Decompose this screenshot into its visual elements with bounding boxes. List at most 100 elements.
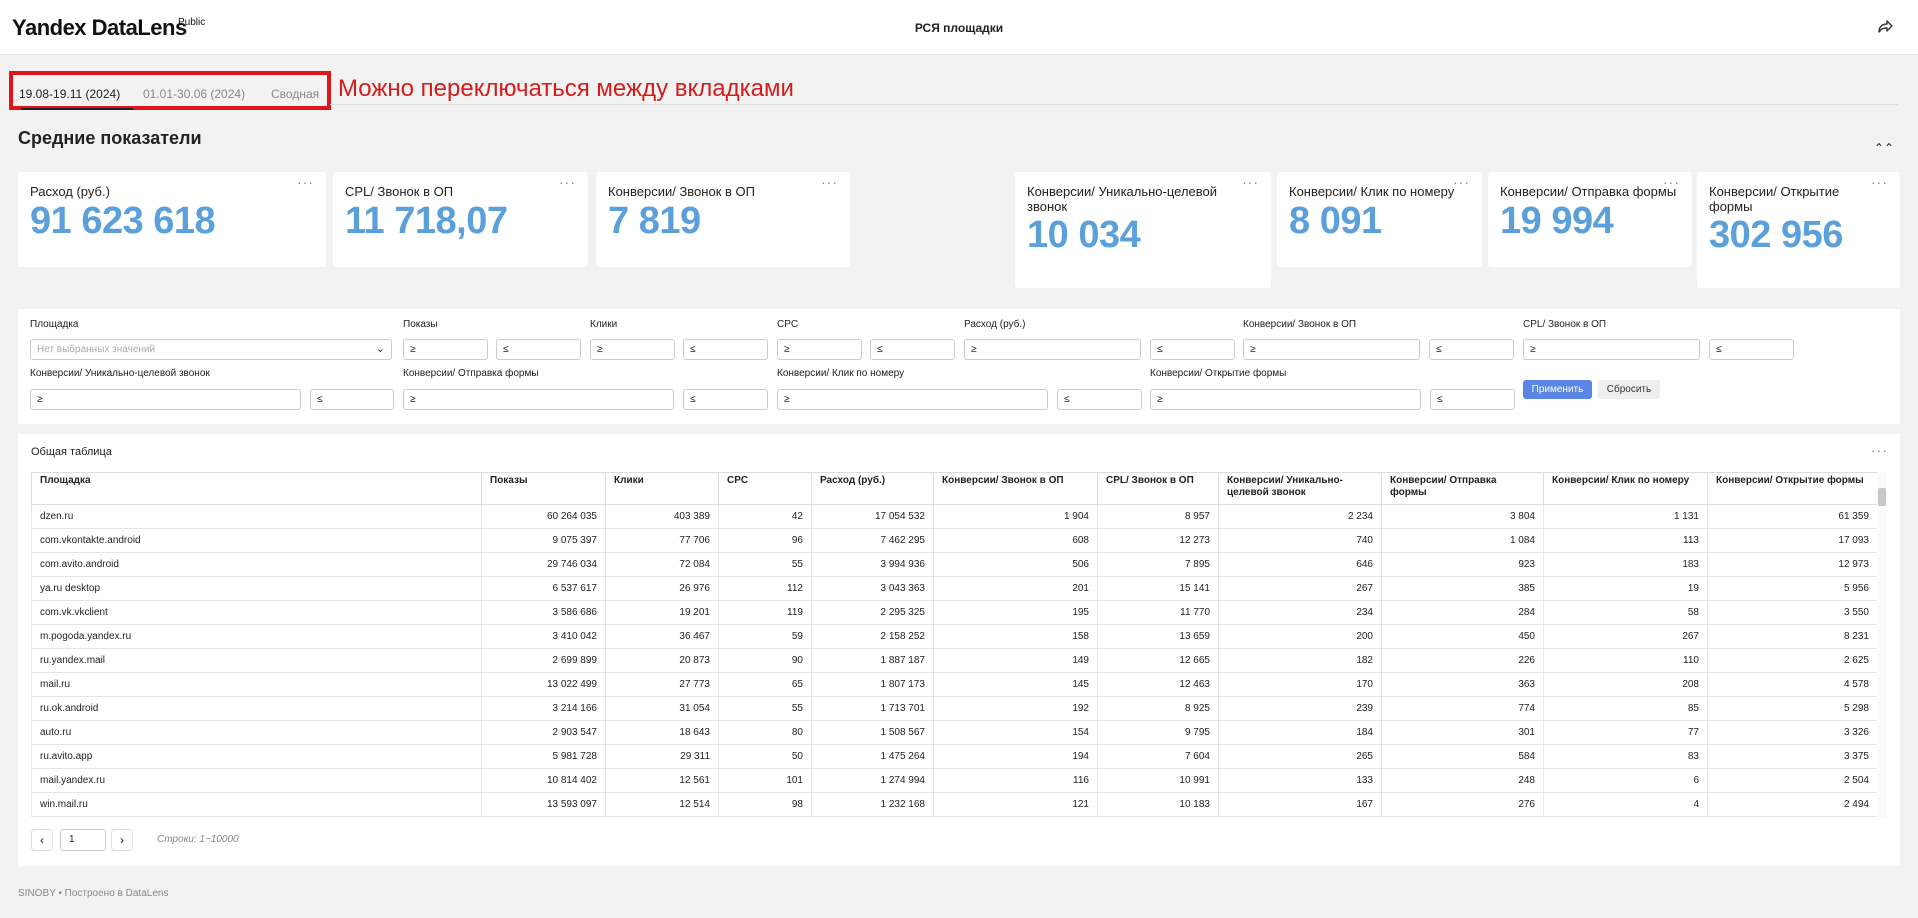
column-header[interactable]: Конверсии/ Клик по номеру <box>1543 472 1708 505</box>
column-header[interactable]: CPL/ Звонок в ОП <box>1097 472 1219 505</box>
table-cell: 18 643 <box>605 720 719 745</box>
table-cell: 276 <box>1381 792 1544 817</box>
spend-max-input[interactable]: ≤ <box>1150 339 1235 360</box>
table-cell: 2 504 <box>1707 768 1878 793</box>
scrollbar-thumb[interactable] <box>1878 488 1886 506</box>
platform-select[interactable]: Нет выбранных значений ⌄ <box>30 339 392 360</box>
apply-button[interactable]: Применить <box>1523 380 1592 399</box>
table-cell: ru.yandex.mail <box>31 648 482 673</box>
more-icon[interactable]: ··· <box>1871 442 1888 458</box>
chevron-down-icon: ⌄ <box>375 343 385 355</box>
table-cell: 60 264 035 <box>481 504 606 529</box>
table-row[interactable]: mail.ru 13 022 499 27 773 65 1 807 173 145 12 … <box>31 672 1878 697</box>
tab-19-08-19-11[interactable]: 19.08-19.11 (2024) <box>19 87 121 101</box>
table-cell: 1 508 567 <box>811 720 934 745</box>
more-icon[interactable]: ··· <box>1663 174 1680 190</box>
table-cell: 2 295 325 <box>811 600 934 625</box>
column-header[interactable]: Клики <box>605 472 719 505</box>
conv-form-open-min-input[interactable]: ≥ <box>1150 389 1421 410</box>
table-row[interactable]: com.vkontakte.android 9 075 397 77 706 96 7 … <box>31 528 1878 553</box>
collapse-icon[interactable]: ⌃⌃ <box>1873 141 1894 155</box>
table-cell: 12 273 <box>1097 528 1219 553</box>
table-cell: 19 <box>1543 576 1708 601</box>
table-cell: 9 075 397 <box>481 528 606 553</box>
more-icon[interactable]: ··· <box>1242 174 1259 190</box>
tab-01-01-30-06[interactable]: 01.01-30.06 (2024) <box>143 87 246 101</box>
table-cell: ru.ok.android <box>31 696 482 721</box>
table-cell: 64 <box>933 816 1098 817</box>
conv-unique-min-input[interactable]: ≥ <box>30 389 301 410</box>
more-icon[interactable]: ··· <box>297 174 314 190</box>
active-tab-indicator <box>21 108 133 110</box>
cpc-min-input[interactable]: ≥ <box>777 339 862 360</box>
shows-max-input[interactable]: ≤ <box>496 339 581 360</box>
table-cell: 201 <box>933 576 1098 601</box>
column-header[interactable]: Площадка <box>31 472 482 505</box>
column-header[interactable]: Конверсии/ Отправка формы <box>1381 472 1544 505</box>
table-cell: 182 <box>1218 648 1382 673</box>
column-header[interactable]: Конверсии/ Уникально-целевой звонок <box>1218 472 1382 505</box>
column-header[interactable]: Конверсии/ Открытие формы <box>1707 472 1878 505</box>
table-cell: 101 <box>718 768 812 793</box>
clicks-max-input[interactable]: ≤ <box>683 339 768 360</box>
conv-call-max-input[interactable]: ≤ <box>1429 339 1514 360</box>
table-cell: 208 <box>1543 672 1708 697</box>
table-row[interactable]: auto.ru 2 903 547 18 643 80 1 508 567 154 9 79… <box>31 720 1878 745</box>
vertical-scrollbar[interactable] <box>1877 472 1887 817</box>
shows-min-input[interactable]: ≥ <box>403 339 488 360</box>
table-row[interactable]: com.vk.vkclient 3 586 686 19 201 119 2 295 3… <box>31 600 1878 625</box>
top-bar: Yandex DataLens Public РСЯ площадки <box>0 0 1918 55</box>
table-cell: 55 <box>718 552 812 577</box>
page-number-input[interactable]: 1 <box>60 829 106 851</box>
spend-min-input[interactable]: ≥ <box>964 339 1141 360</box>
conv-form-send-max-input[interactable]: ≤ <box>683 389 768 410</box>
more-icon[interactable]: ··· <box>1871 174 1888 190</box>
table-row[interactable]: win.mail.ru 13 593 097 12 514 98 1 232 168 12… <box>31 792 1878 817</box>
table-cell: 10 991 <box>1097 768 1219 793</box>
conv-form-send-min-input[interactable]: ≥ <box>403 389 674 410</box>
table-row[interactable]: 1 692 47415 120781 056 7796416 668821205… <box>31 816 1878 817</box>
table-row[interactable]: m.pogoda.yandex.ru 3 410 042 36 467 59 2 158… <box>31 624 1878 649</box>
column-header[interactable]: Показы <box>481 472 606 505</box>
conv-call-min-input[interactable]: ≥ <box>1243 339 1420 360</box>
table-row[interactable]: ya.ru desktop 6 537 617 26 976 112 3 043 363… <box>31 576 1878 601</box>
reset-button[interactable]: Сбросить <box>1598 380 1660 399</box>
table-cell: 10 814 402 <box>481 768 606 793</box>
table-cell: 2 494 <box>1707 792 1878 817</box>
column-header[interactable]: CPC <box>718 472 812 505</box>
column-header[interactable]: Конверсии/ Звонок в ОП <box>933 472 1098 505</box>
table-row[interactable]: ru.ok.android 3 214 166 31 054 55 1 713 701 1… <box>31 696 1878 721</box>
kpi-label: Конверсии/ Отправка формы <box>1500 184 1677 199</box>
conv-form-open-max-input[interactable]: ≤ <box>1430 389 1515 410</box>
table-row[interactable]: ru.yandex.mail 2 699 899 20 873 90 1 887 187… <box>31 648 1878 673</box>
table-row[interactable]: dzen.ru 60 264 035 403 389 42 17 054 532 1 90… <box>31 504 1878 529</box>
kpi-label: Конверсии/ Клик по номеру <box>1289 184 1455 199</box>
table-row[interactable]: mail.yandex.ru 10 814 402 12 561 101 1 274 9… <box>31 768 1878 793</box>
clicks-min-input[interactable]: ≥ <box>590 339 675 360</box>
next-page-button[interactable]: › <box>111 829 133 851</box>
table-row[interactable]: ru.avito.app 5 981 728 29 311 50 1 475 264 19… <box>31 744 1878 769</box>
share-icon[interactable] <box>1876 18 1894 36</box>
table-cell: 29 746 034 <box>481 552 606 577</box>
table-cell: 1 807 173 <box>811 672 934 697</box>
kpi-card-conv-click-number: Конверсии/ Клик по номеру 8 091 ··· <box>1277 172 1482 267</box>
table-cell: 9 795 <box>1097 720 1219 745</box>
conv-click-number-min-input[interactable]: ≥ <box>777 389 1048 410</box>
conv-unique-max-input[interactable]: ≤ <box>310 389 394 410</box>
table-cell: 403 389 <box>605 504 719 529</box>
table-cell: mail.ru <box>31 672 482 697</box>
cpc-max-input[interactable]: ≤ <box>870 339 955 360</box>
cpl-call-min-input[interactable]: ≥ <box>1523 339 1700 360</box>
tab-summary[interactable]: Сводная <box>271 87 320 101</box>
more-icon[interactable]: ··· <box>559 174 576 190</box>
prev-page-button[interactable]: ‹ <box>31 829 53 851</box>
kpi-value: 302 956 <box>1709 214 1843 256</box>
table-cell: 6 <box>1543 768 1708 793</box>
conv-click-number-max-input[interactable]: ≤ <box>1057 389 1142 410</box>
more-icon[interactable]: ··· <box>1453 174 1470 190</box>
column-header[interactable]: Расход (руб.) <box>811 472 934 505</box>
logo[interactable]: Yandex DataLens <box>12 15 187 40</box>
more-icon[interactable]: ··· <box>821 174 838 190</box>
table-row[interactable]: com.avito.android 29 746 034 72 084 55 3 994… <box>31 552 1878 577</box>
cpl-call-max-input[interactable]: ≤ <box>1709 339 1794 360</box>
